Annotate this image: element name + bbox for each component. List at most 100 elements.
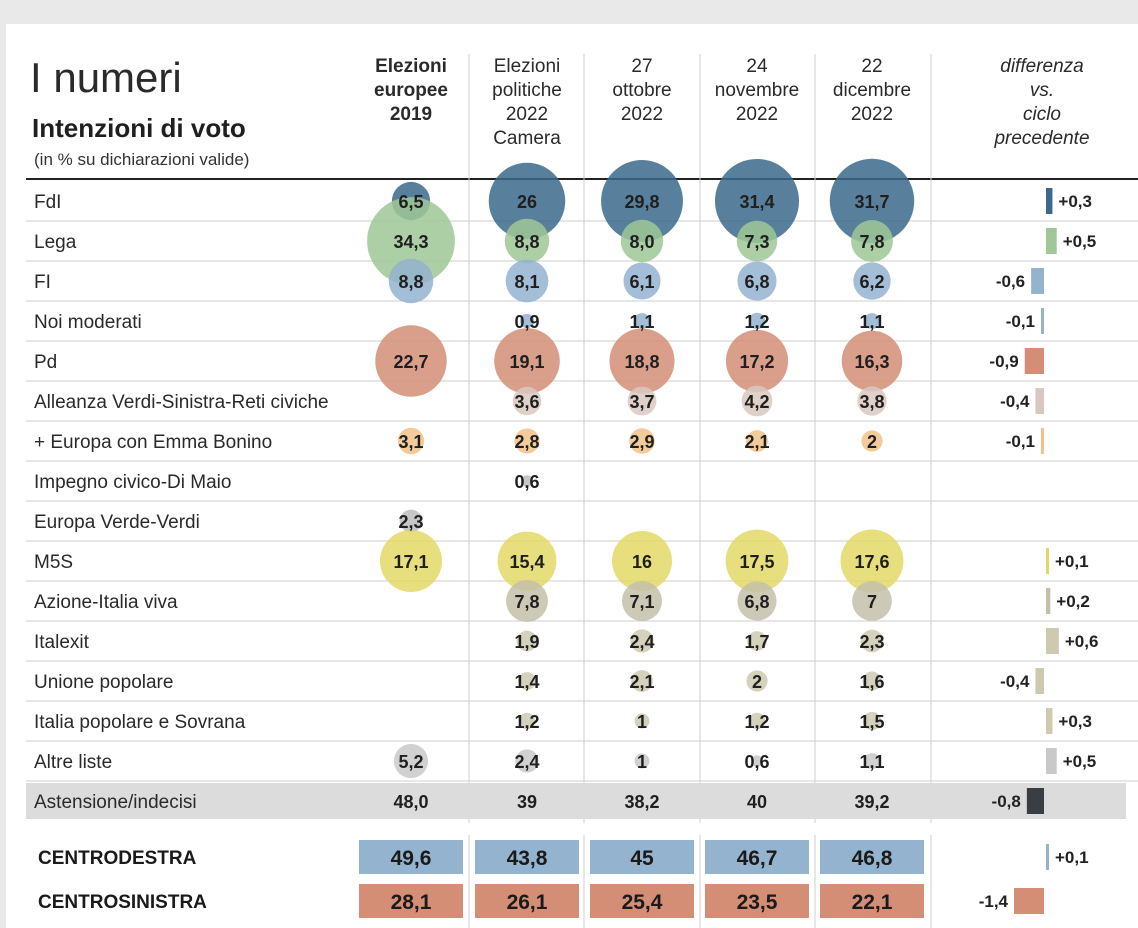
coalition-value-label: 45 [630, 847, 654, 870]
diff-header-label: ciclo [1023, 104, 1061, 125]
value-bubble [620, 219, 664, 263]
column-header-label: 2022 [506, 104, 548, 125]
column-header-label: Elezioni [375, 56, 447, 77]
diff-label: +0,5 [1063, 232, 1097, 251]
value-bubble [634, 753, 650, 769]
chart-svg: I numeri Intenzioni di voto (in % su dic… [26, 54, 1138, 928]
diff-label: -0,8 [992, 792, 1021, 811]
diff-bar [1046, 588, 1051, 614]
value-label: 2,3 [398, 512, 423, 532]
party-name: Noi moderati [34, 312, 142, 333]
value-label: 4,2 [744, 392, 769, 412]
value-label: 48,0 [393, 792, 428, 812]
value-label: 16 [632, 552, 652, 572]
value-label: 6,8 [744, 592, 769, 612]
chart-subtitle: (in % su dichiarazioni valide) [34, 150, 249, 169]
coalition-value-label: 49,6 [391, 847, 432, 870]
value-label: 1,2 [744, 712, 769, 732]
value-label: 2 [752, 672, 762, 692]
value-bubble [515, 749, 539, 773]
column-header-label: 22 [861, 56, 882, 77]
diff-header-label: precedente [993, 128, 1089, 149]
value-bubble [864, 753, 880, 769]
diff-bar [1046, 628, 1059, 654]
coalition-value-box [590, 840, 694, 874]
party-name: Italexit [34, 632, 90, 653]
party-name: Impegno civico-Di Maio [34, 472, 231, 493]
value-label: 19,1 [509, 352, 544, 372]
value-bubble [518, 712, 536, 730]
value-label: 1,5 [859, 712, 884, 732]
value-bubble [379, 529, 443, 593]
coalition-value-box [705, 840, 809, 874]
value-bubble [399, 509, 423, 533]
value-bubble [630, 629, 654, 653]
coalition-diff-bar [1046, 844, 1049, 870]
vote-intention-table: I numeri Intenzioni di voto (in % su dic… [6, 24, 1138, 928]
value-label: 8,1 [514, 272, 539, 292]
diff-bar [1041, 428, 1044, 454]
party-name: Italia popolare e Sovrana [34, 712, 246, 733]
value-bubble [622, 581, 662, 621]
value-label: 3,1 [398, 432, 423, 452]
coalition-value-label: 25,4 [622, 891, 663, 914]
party-name: FI [34, 272, 51, 293]
value-label: 39 [517, 792, 537, 812]
value-bubble [506, 580, 548, 622]
value-label: 8,8 [398, 272, 423, 292]
value-label: 0,6 [744, 752, 769, 772]
value-label: 18,8 [624, 352, 659, 372]
diff-bar [1024, 348, 1044, 374]
diff-label: -0,4 [1000, 672, 1030, 691]
value-label: 29,8 [624, 192, 659, 212]
value-label: 17,1 [393, 552, 428, 572]
party-name: Altre liste [34, 752, 112, 773]
value-bubble [864, 313, 880, 329]
coalition-value-label: 22,1 [852, 891, 893, 914]
diff-label: +0,5 [1063, 752, 1097, 771]
value-label: 7,1 [629, 592, 654, 612]
column-header-label: politiche [492, 80, 562, 101]
value-label: 2,3 [859, 632, 884, 652]
value-label: 8,0 [629, 232, 654, 252]
column-header-label: dicembre [833, 80, 911, 101]
coalition-value-box [475, 840, 579, 874]
value-label: 6,2 [859, 272, 884, 292]
diff-label: +0,3 [1058, 712, 1092, 731]
value-label: 2,8 [514, 432, 539, 452]
party-name: Lega [34, 232, 77, 253]
value-bubble [860, 629, 884, 653]
column-header-label: Camera [493, 128, 561, 149]
value-bubble [634, 313, 650, 329]
party-name: Alleanza Verdi-Sinistra-Reti civiche [34, 392, 329, 413]
column-header-label: novembre [715, 80, 800, 101]
coalition-value-box [475, 884, 579, 918]
value-bubble [623, 262, 661, 300]
coalition-value-label: 23,5 [737, 891, 778, 914]
value-label: 31,4 [739, 192, 774, 212]
value-bubble [512, 386, 542, 416]
coalition-value-box [359, 840, 463, 874]
diff-label: -0,9 [989, 352, 1018, 371]
value-label: 15,4 [509, 552, 544, 572]
value-bubble [714, 158, 800, 244]
coalition-value-box [705, 884, 809, 918]
diff-bar [1041, 308, 1044, 334]
diff-bar [1046, 548, 1049, 574]
value-label: 2 [867, 432, 877, 452]
value-bubble [505, 259, 549, 303]
value-label: 1,9 [514, 632, 539, 652]
diff-label: -0,4 [1000, 392, 1030, 411]
value-label: 1,1 [859, 312, 884, 332]
party-name: FdI [34, 192, 61, 213]
diff-label: +0,6 [1065, 632, 1099, 651]
diff-bar [1046, 708, 1053, 734]
coalition-value-label: 43,8 [507, 847, 548, 870]
value-bubble [497, 531, 557, 591]
value-label: 17,6 [854, 552, 889, 572]
value-label: 1,4 [514, 672, 539, 692]
value-label: 17,2 [739, 352, 774, 372]
value-bubble [851, 220, 893, 262]
coalition-diff-label: +0,1 [1055, 848, 1089, 867]
value-bubble [725, 329, 789, 393]
